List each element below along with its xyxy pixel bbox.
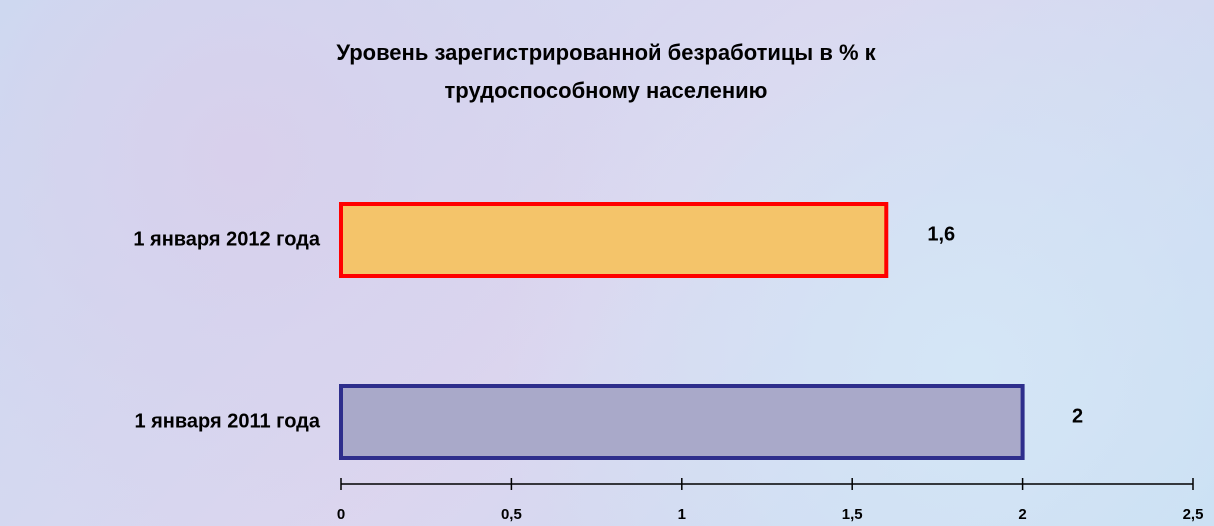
x-tick-label: 0,5 (501, 506, 522, 523)
bar (339, 384, 1025, 460)
y-tick-label: 1 января 2011 года (134, 410, 320, 432)
chart-title: Уровень зарегистрированной безработицы в… (336, 40, 876, 103)
value-label: 1,6 (927, 223, 955, 245)
x-tick-label: 2,5 (1183, 506, 1204, 523)
x-tick-label: 2 (1018, 506, 1026, 523)
x-tick-label: 1,5 (842, 506, 863, 523)
y-tick-label: 1 января 2012 года (133, 228, 321, 250)
bar (339, 202, 889, 278)
value-label: 2 (1072, 405, 1083, 427)
x-tick-label: 0 (337, 506, 345, 523)
x-tick-label: 1 (678, 506, 686, 523)
